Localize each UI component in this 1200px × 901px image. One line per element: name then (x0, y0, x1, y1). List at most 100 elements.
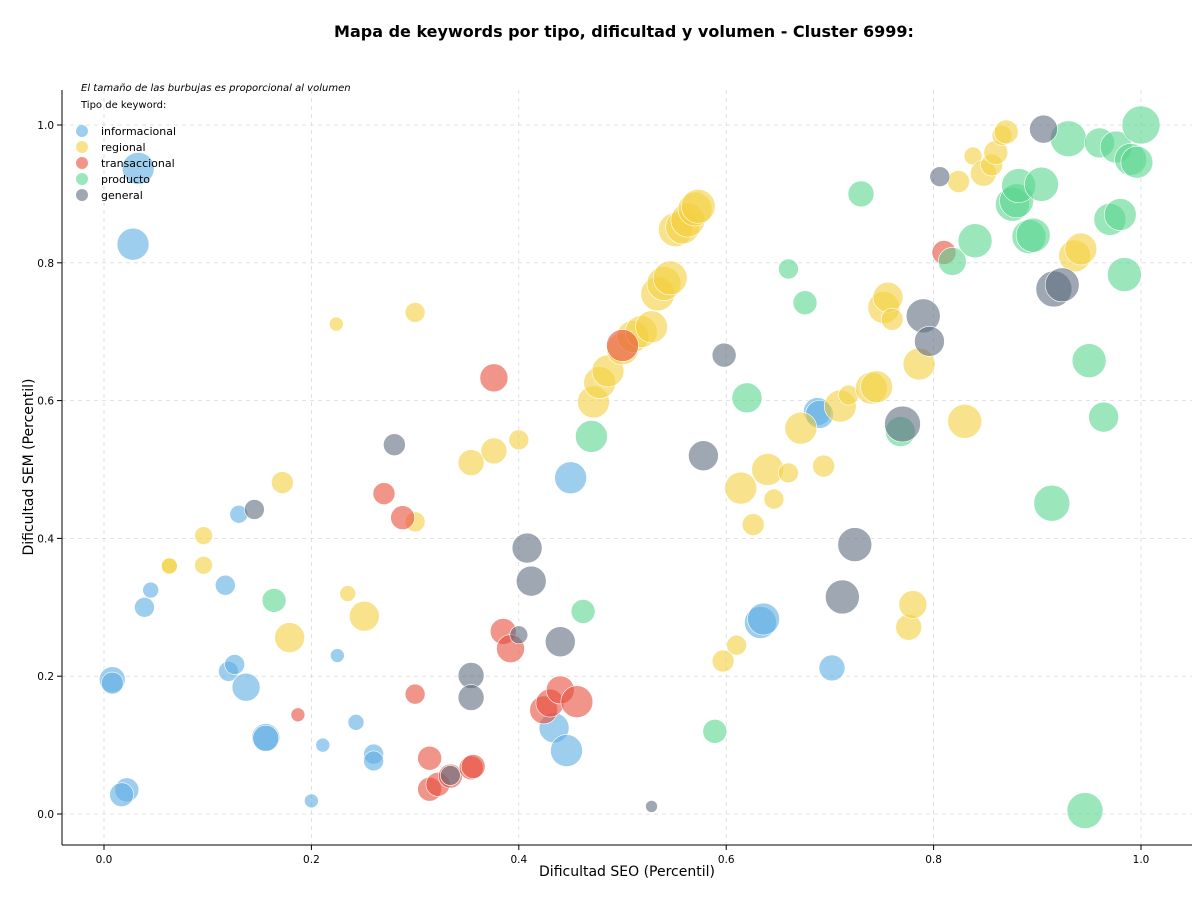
bubble-general (884, 405, 921, 443)
bubble-general (1029, 114, 1058, 144)
bubble-regional (339, 585, 356, 602)
bubble-regional (680, 189, 716, 224)
bubble-regional (194, 555, 213, 575)
bubble-regional (812, 454, 835, 478)
legend-label-producto: producto (101, 173, 150, 186)
bubble-informacional (363, 750, 384, 772)
bubble-regional (741, 513, 765, 536)
bubble-producto (1121, 105, 1161, 145)
bubble-regional (711, 649, 735, 673)
x-tick-label: 0.6 (718, 854, 735, 866)
bubble-producto (957, 223, 993, 259)
bubble-regional (778, 462, 799, 484)
x-tick-label: 0.8 (925, 854, 942, 866)
bubble-producto (702, 719, 728, 744)
bubble-producto (1107, 257, 1142, 292)
bubble-regional (947, 403, 983, 439)
bubble-regional (480, 437, 508, 465)
bubble-producto (792, 290, 818, 316)
legend: informacional regional transaccional produc… (76, 125, 176, 202)
bubble-informacional (231, 672, 261, 702)
legend-marker-producto (76, 173, 88, 185)
bubble-regional (328, 316, 344, 332)
legend-marker-transaccional (76, 157, 88, 169)
legend-label-transaccional: transaccional (101, 157, 175, 170)
bubble-transaccional (417, 745, 442, 771)
x-tick-label: 1.0 (1133, 854, 1150, 866)
x-tick-label: 0.4 (510, 854, 527, 866)
bubble-general (837, 527, 873, 562)
bubble-general (914, 326, 945, 357)
bubble-informacional (116, 227, 150, 261)
bubble-producto (575, 420, 608, 453)
bubble-regional (860, 370, 893, 404)
bubble-informacional (224, 654, 245, 675)
bubble-regional (652, 260, 688, 296)
x-tick-label: 0.2 (303, 854, 320, 866)
bubble-producto (1015, 217, 1051, 253)
grid (62, 90, 1192, 845)
bubble-informacional (215, 574, 236, 596)
legend-label-general: general (101, 189, 143, 202)
bubble-producto (937, 247, 967, 276)
x-tick-label: 0.0 (96, 854, 113, 866)
chart-title: Mapa de keywords por tipo, dificultad y … (334, 22, 914, 41)
y-tick-label: 0.4 (37, 533, 54, 545)
bubble-regional (194, 526, 213, 545)
bubble-regional (898, 590, 928, 619)
bubble-regional (457, 449, 485, 476)
bubble-producto (1024, 166, 1059, 202)
bubble-general (825, 579, 860, 615)
bubble-transaccional (404, 683, 426, 705)
bubble-informacional (134, 596, 155, 618)
bubbles (98, 105, 1161, 829)
legend-label-informacional: informacional (101, 125, 176, 138)
bubble-transaccional (479, 363, 509, 393)
bubble-informacional (252, 724, 280, 752)
legend-label-regional: regional (101, 141, 146, 154)
bubble-producto (847, 180, 875, 208)
y-axis-label: Dificultad SEM (Percentil) (21, 379, 37, 556)
bubble-informacional (347, 714, 365, 731)
bubble-informacional (142, 581, 159, 599)
bubble-general (711, 342, 737, 368)
bubble-producto (1066, 792, 1104, 829)
bubble-informacional (554, 461, 587, 495)
bubble-general (544, 626, 576, 658)
bubble-general (244, 499, 265, 520)
bubble-producto (1120, 145, 1154, 179)
bubble-producto (1071, 343, 1107, 378)
legend-title: Tipo de keyword: (80, 100, 166, 111)
bubble-producto (1033, 484, 1071, 522)
bubble-informacional (315, 737, 331, 753)
bubble-transaccional (460, 754, 486, 779)
y-tick-label: 0.8 (37, 258, 54, 270)
bubble-informacional (330, 648, 345, 663)
bubble-regional (635, 310, 668, 344)
bubble-informacional (818, 654, 846, 682)
bubble-regional (724, 471, 758, 505)
bubble-regional (404, 302, 426, 323)
bubble-producto (261, 588, 287, 613)
x-axis-label: Dificultad SEO (Percentil) (539, 864, 715, 880)
y-tick-label: 1.0 (37, 120, 54, 132)
bubble-regional (880, 307, 904, 331)
y-tick-label: 0.0 (37, 809, 54, 821)
bubble-general (645, 800, 658, 813)
bubble-transaccional (606, 329, 639, 362)
bubble-general (511, 532, 543, 564)
bubble-informacional (100, 671, 124, 695)
bubble-informacional (747, 602, 780, 636)
bubble-general (383, 433, 406, 456)
bubble-general (515, 565, 547, 597)
bubble-regional (348, 600, 380, 632)
bubble-producto (778, 258, 799, 280)
legend-marker-informacional (76, 125, 88, 137)
bubble-general (1044, 267, 1080, 303)
bubble-producto (570, 599, 596, 624)
legend-marker-general (76, 189, 88, 201)
bubble-regional (508, 429, 530, 451)
y-tick-label: 0.6 (37, 396, 54, 408)
